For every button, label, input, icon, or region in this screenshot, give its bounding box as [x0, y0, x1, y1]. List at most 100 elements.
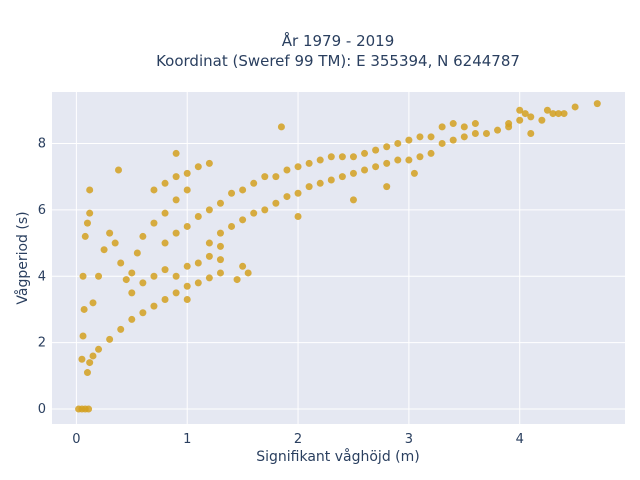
data-point: [172, 149, 180, 157]
data-point: [95, 345, 103, 353]
data-point: [410, 169, 418, 177]
data-point: [117, 259, 125, 267]
data-point: [261, 173, 269, 181]
data-point: [95, 272, 103, 280]
data-point: [85, 405, 93, 413]
data-point: [394, 139, 402, 147]
data-point: [89, 352, 97, 360]
data-point: [516, 106, 524, 114]
data-point: [86, 186, 94, 194]
data-point: [86, 359, 94, 367]
chart-title-line1: År 1979 - 2019: [282, 31, 395, 50]
data-point: [172, 196, 180, 204]
data-point: [117, 325, 125, 333]
data-point: [449, 136, 457, 144]
data-point: [416, 153, 424, 161]
data-point: [372, 146, 380, 154]
data-point: [460, 123, 468, 131]
data-point: [205, 159, 213, 167]
data-point: [471, 130, 479, 137]
data-point: [183, 282, 191, 290]
data-point: [183, 296, 191, 303]
data-point: [272, 173, 280, 181]
data-point: [294, 163, 302, 171]
data-point: [416, 133, 424, 141]
y-tick-label: 0: [38, 402, 46, 417]
data-point: [161, 266, 169, 274]
data-point: [543, 106, 551, 114]
data-point: [516, 116, 524, 124]
data-point: [571, 103, 579, 111]
x-tick-label: 1: [183, 432, 191, 447]
data-point: [172, 229, 180, 237]
data-point: [394, 156, 402, 164]
data-points: [75, 100, 601, 413]
data-point: [183, 262, 191, 270]
data-point: [205, 239, 213, 247]
data-point: [372, 163, 380, 171]
data-point: [111, 239, 119, 247]
data-point: [250, 209, 258, 217]
data-point: [283, 193, 291, 201]
y-tick-label: 4: [38, 269, 46, 284]
data-point: [228, 189, 236, 197]
data-point: [139, 279, 147, 287]
data-point: [205, 252, 213, 260]
data-point: [505, 120, 513, 128]
data-point: [427, 149, 435, 157]
data-point: [139, 232, 147, 240]
data-point: [294, 213, 302, 220]
data-point: [383, 183, 391, 191]
data-point: [106, 335, 114, 343]
data-point: [216, 199, 224, 207]
data-point: [81, 232, 89, 240]
x-axis-label: Signifikant våghöjd (m): [256, 448, 419, 465]
data-point: [80, 305, 88, 313]
data-point: [216, 242, 224, 250]
data-point: [216, 229, 224, 237]
data-point: [405, 156, 413, 164]
data-point: [216, 269, 224, 277]
data-point: [277, 123, 285, 131]
x-tick-labels: 0 1 2 3 4: [72, 432, 524, 447]
data-point: [244, 269, 252, 277]
data-point: [128, 315, 136, 323]
data-point: [79, 332, 87, 340]
data-point: [349, 153, 357, 161]
data-point: [555, 110, 563, 118]
data-point: [460, 133, 468, 141]
data-point: [83, 219, 91, 227]
data-point: [438, 139, 446, 147]
data-point: [261, 206, 269, 214]
data-point: [128, 289, 136, 297]
data-point: [205, 274, 213, 282]
data-point: [361, 166, 369, 174]
y-tick-labels: 0 2 4 6 8: [38, 136, 46, 417]
x-tick-label: 0: [72, 432, 80, 447]
data-point: [538, 116, 546, 124]
data-point: [521, 110, 529, 118]
data-point: [383, 143, 391, 151]
data-point: [239, 216, 247, 224]
data-point: [114, 166, 122, 174]
data-point: [316, 156, 324, 164]
data-point: [239, 262, 247, 270]
data-point: [494, 126, 502, 134]
y-tick-label: 2: [38, 336, 46, 351]
data-point: [305, 183, 313, 191]
data-point: [172, 272, 180, 280]
data-point: [482, 130, 490, 137]
data-point: [100, 246, 108, 254]
data-point: [316, 179, 324, 187]
data-point: [150, 219, 158, 227]
data-point: [527, 113, 535, 121]
y-axis-label: Vågperiod (s): [14, 211, 31, 304]
data-point: [172, 173, 180, 181]
data-point: [405, 136, 413, 144]
data-point: [161, 209, 169, 217]
data-point: [361, 149, 369, 157]
data-point: [239, 186, 247, 194]
data-point: [83, 369, 91, 377]
data-point: [338, 153, 346, 161]
